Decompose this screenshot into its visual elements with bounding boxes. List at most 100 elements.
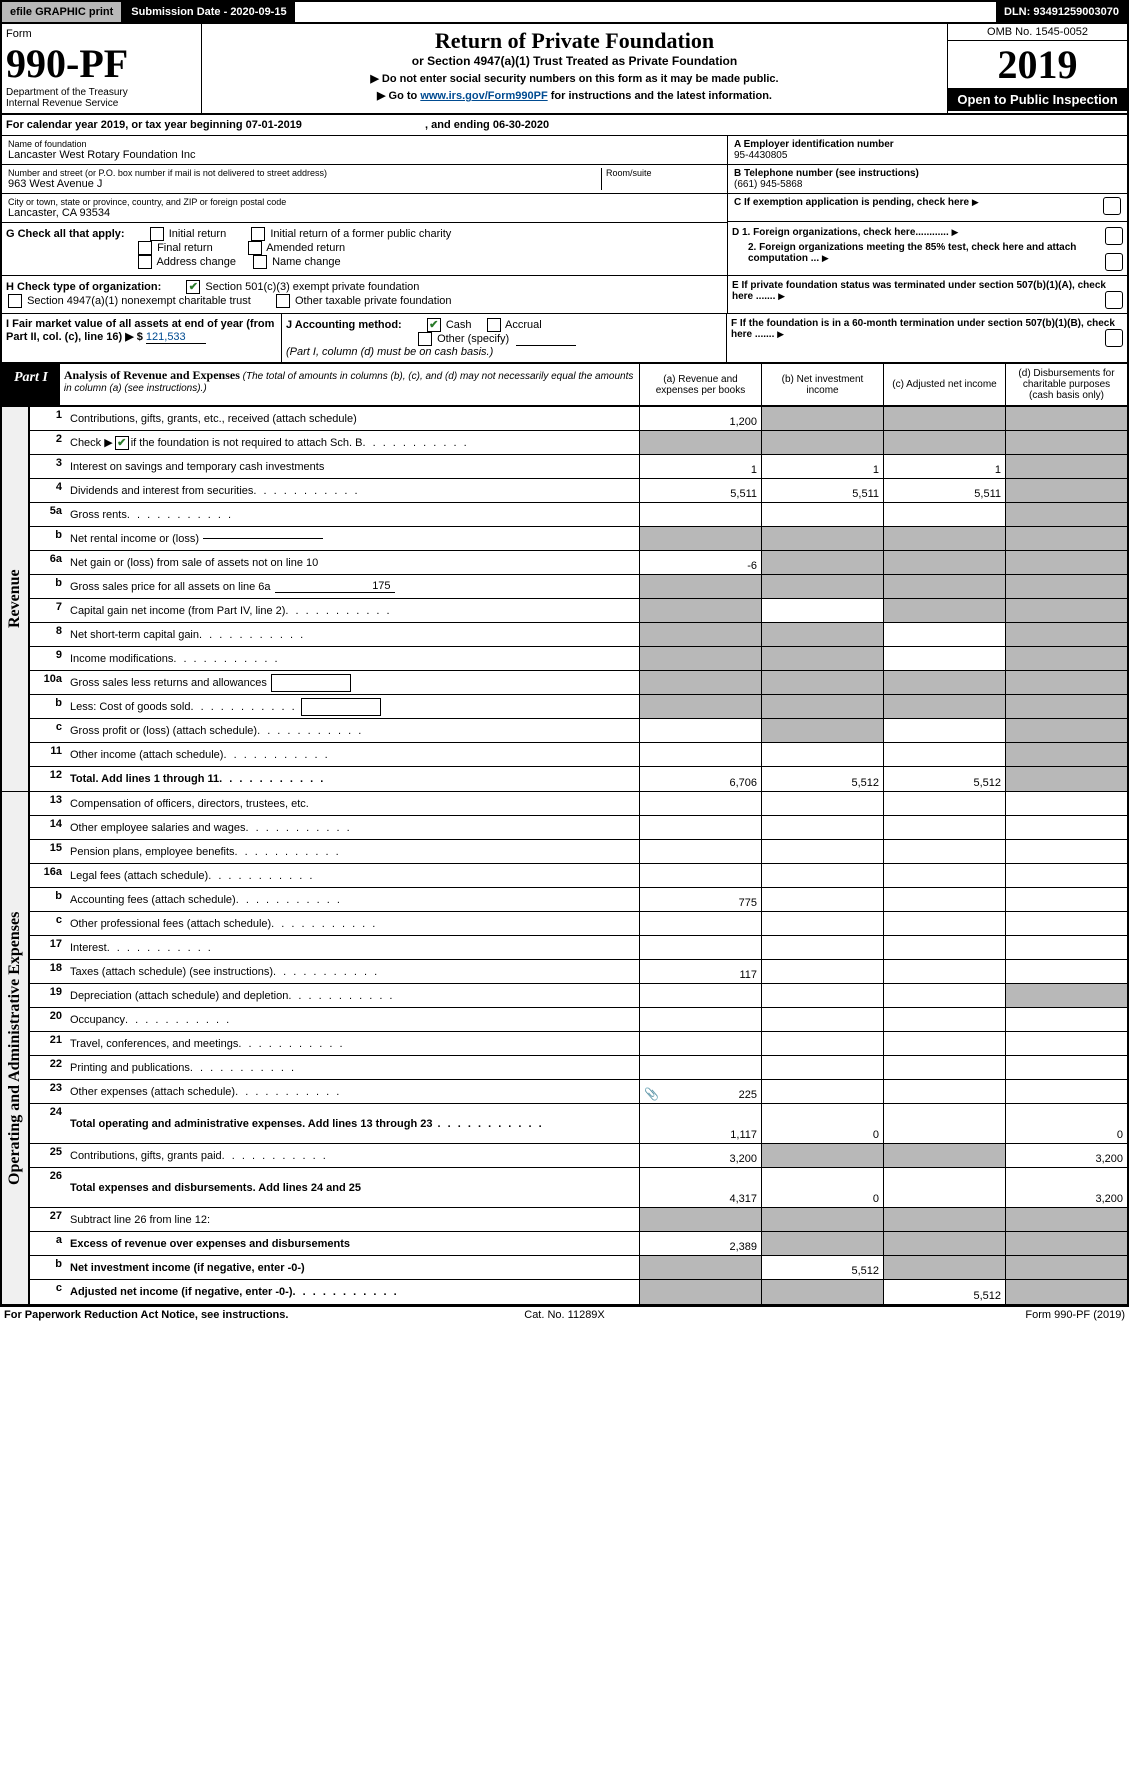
row-num: c xyxy=(30,912,66,935)
part-1-desc: Analysis of Revenue and Expenses (The to… xyxy=(60,364,639,405)
inline-box xyxy=(271,674,351,692)
foundation-name-row: Name of foundation Lancaster West Rotary… xyxy=(2,136,727,165)
r4-d: Dividends and interest from securities xyxy=(70,485,253,497)
dots xyxy=(271,918,377,930)
header-left: Form 990-PF Department of the Treasury I… xyxy=(2,24,202,113)
row-num: 11 xyxy=(30,743,66,766)
final-return-checkbox[interactable] xyxy=(138,241,152,255)
row-16a: 16aLegal fees (attach schedule) xyxy=(30,864,1127,888)
row-desc: Net short-term capital gain xyxy=(66,623,639,646)
i-value: 121,533 xyxy=(146,331,206,344)
city-label: City or town, state or province, country… xyxy=(8,197,721,207)
d1-checkbox[interactable] xyxy=(1105,227,1123,245)
exemption-checkbox[interactable] xyxy=(1103,197,1121,215)
cell-b xyxy=(761,407,883,430)
cell-a xyxy=(639,1208,761,1231)
cell-b xyxy=(761,431,883,454)
cell-c xyxy=(883,503,1005,526)
cell-b xyxy=(761,671,883,694)
sch-b-checkbox[interactable] xyxy=(115,436,129,450)
cell-d xyxy=(1005,912,1127,935)
initial-return-checkbox[interactable] xyxy=(150,227,164,241)
submission-date: Submission Date - 2020-09-15 xyxy=(123,2,294,22)
cell-d xyxy=(1005,455,1127,478)
cell-a xyxy=(639,984,761,1007)
cell-c xyxy=(883,984,1005,1007)
row-15: 15Pension plans, employee benefits xyxy=(30,840,1127,864)
cell-c xyxy=(883,816,1005,839)
cell-b xyxy=(761,1280,883,1304)
cell-c xyxy=(883,551,1005,574)
cell-c: 5,511 xyxy=(883,479,1005,502)
d2-checkbox[interactable] xyxy=(1105,253,1123,271)
g-opt-3: Amended return xyxy=(266,242,345,254)
dots xyxy=(253,485,359,497)
addr-label: Number and street (or P.O. box number if… xyxy=(8,168,601,178)
row-23: 23Other expenses (attach schedule)📎225 xyxy=(30,1080,1127,1104)
other-taxable-checkbox[interactable] xyxy=(276,294,290,308)
expenses-table: Operating and Administrative Expenses 13… xyxy=(0,792,1129,1306)
city-row: City or town, state or province, country… xyxy=(2,194,727,223)
cell-d xyxy=(1005,407,1127,430)
f-checkbox[interactable] xyxy=(1105,329,1123,347)
r22-d: Printing and publications xyxy=(70,1062,190,1074)
row-8: 8Net short-term capital gain xyxy=(30,623,1127,647)
cell-d xyxy=(1005,527,1127,550)
row-desc: Excess of revenue over expenses and disb… xyxy=(66,1232,639,1255)
dots xyxy=(190,1062,296,1074)
row-desc: Subtract line 26 from line 12: xyxy=(66,1208,639,1231)
row-10a: 10aGross sales less returns and allowanc… xyxy=(30,671,1127,695)
dots xyxy=(219,773,325,785)
cell-a xyxy=(639,695,761,718)
dln-label: DLN: 93491259003070 xyxy=(996,2,1127,22)
cell-d xyxy=(1005,960,1127,983)
cell-b xyxy=(761,599,883,622)
cell-b xyxy=(761,527,883,550)
e-checkbox[interactable] xyxy=(1105,291,1123,309)
other-method-checkbox[interactable] xyxy=(418,332,432,346)
cell-b xyxy=(761,1080,883,1103)
revenue-side-label: Revenue xyxy=(2,407,30,791)
i-section: I Fair market value of all assets at end… xyxy=(2,314,282,362)
row-16b: bAccounting fees (attach schedule)775 xyxy=(30,888,1127,912)
arrow-icon xyxy=(778,291,785,302)
cell-b xyxy=(761,1056,883,1079)
cell-d: 0 xyxy=(1005,1104,1127,1143)
paperclip-icon[interactable]: 📎 xyxy=(644,1087,659,1101)
accrual-checkbox[interactable] xyxy=(487,318,501,332)
amended-return-checkbox[interactable] xyxy=(248,241,262,255)
form-number: 990-PF xyxy=(6,40,197,87)
row-desc: Gross sales less returns and allowances xyxy=(66,671,639,694)
former-charity-checkbox[interactable] xyxy=(251,227,265,241)
cell-c xyxy=(883,695,1005,718)
arrow-icon xyxy=(952,227,959,238)
row-desc: Interest xyxy=(66,936,639,959)
exemption-label: C If exemption application is pending, c… xyxy=(734,197,969,208)
4947-checkbox[interactable] xyxy=(8,294,22,308)
cell-b xyxy=(761,864,883,887)
row-desc: Total operating and administrative expen… xyxy=(66,1104,639,1143)
dots xyxy=(292,1286,398,1298)
cell-c xyxy=(883,671,1005,694)
address-change-checkbox[interactable] xyxy=(138,255,152,269)
dots xyxy=(432,1118,543,1130)
row-desc: Gross rents xyxy=(66,503,639,526)
cell-c xyxy=(883,1256,1005,1279)
r17-d: Interest xyxy=(70,942,107,954)
expenses-body: 13Compensation of officers, directors, t… xyxy=(30,792,1127,1304)
row-11: 11Other income (attach schedule) xyxy=(30,743,1127,767)
501c3-checkbox[interactable] xyxy=(186,280,200,294)
other-specify-line xyxy=(516,345,576,346)
cell-a: 1,200 xyxy=(639,407,761,430)
name-change-checkbox[interactable] xyxy=(253,255,267,269)
cell-d xyxy=(1005,503,1127,526)
row-desc: Travel, conferences, and meetings xyxy=(66,1032,639,1055)
efile-print-button[interactable]: efile GRAPHIC print xyxy=(2,2,123,22)
header-mid: Return of Private Foundation or Section … xyxy=(202,24,947,113)
irs-link[interactable]: www.irs.gov/Form990PF xyxy=(420,90,547,102)
exemption-row: C If exemption application is pending, c… xyxy=(728,194,1127,222)
cash-checkbox[interactable] xyxy=(427,318,441,332)
cell-c xyxy=(883,623,1005,646)
address-row: Number and street (or P.O. box number if… xyxy=(2,165,727,194)
address: 963 West Avenue J xyxy=(8,178,601,190)
